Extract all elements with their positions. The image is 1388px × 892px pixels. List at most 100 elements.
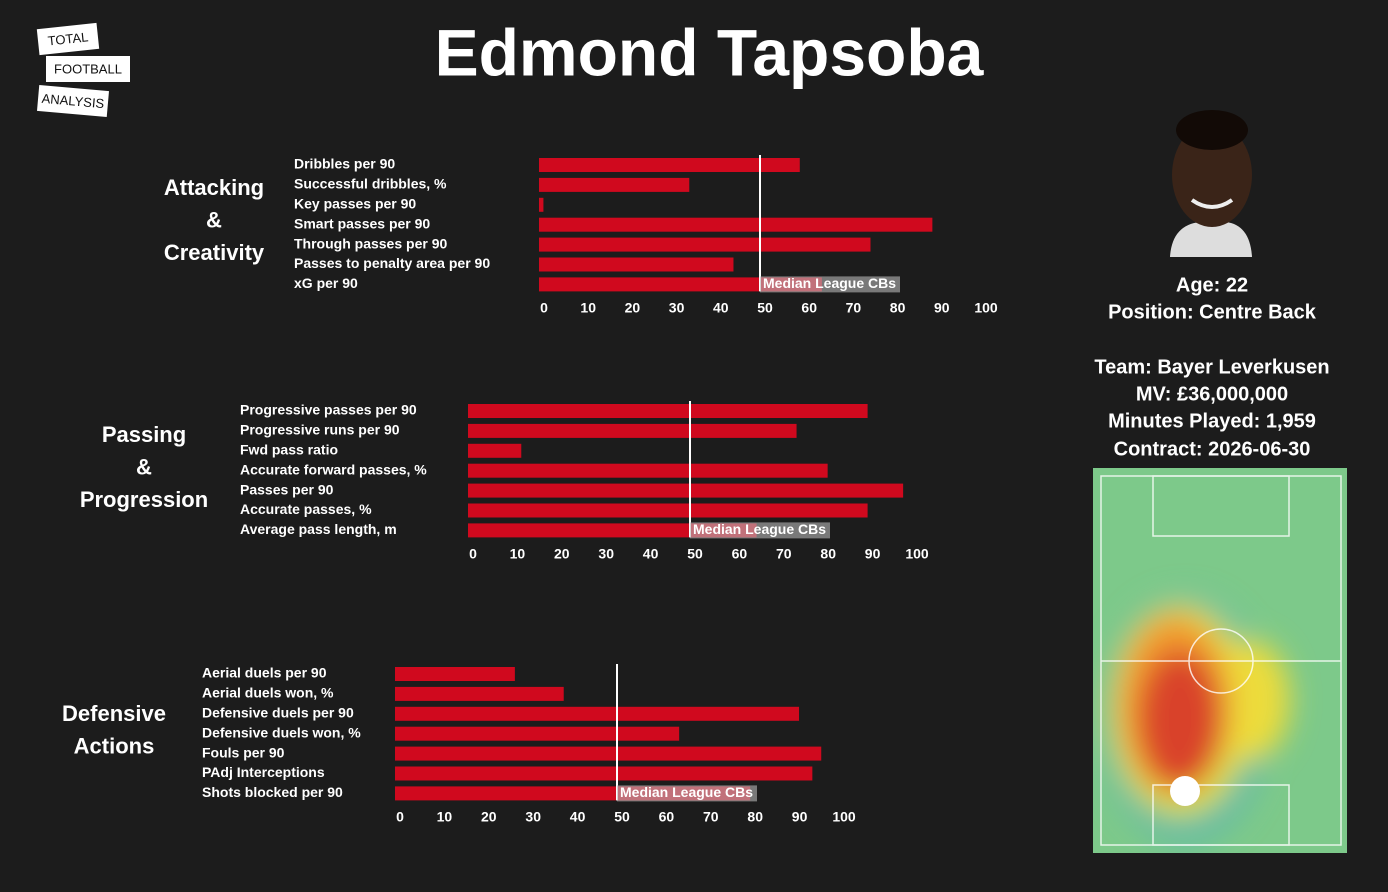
photo-shirt bbox=[1170, 222, 1252, 257]
section-title: Actions bbox=[74, 733, 155, 758]
category-label: Key passes per 90 bbox=[294, 196, 416, 212]
x-tick-label: 60 bbox=[801, 300, 817, 316]
bar bbox=[395, 746, 822, 761]
photo-smile bbox=[1190, 198, 1234, 209]
heat-blobs bbox=[1100, 595, 1290, 845]
logo-text: FOOTBALL bbox=[54, 61, 122, 76]
median-label: Median League CBs bbox=[693, 521, 826, 537]
section-title: Creativity bbox=[164, 240, 265, 265]
bar bbox=[468, 523, 757, 538]
x-tick-label: 10 bbox=[510, 546, 526, 562]
bar bbox=[468, 483, 904, 498]
x-tick-label: 20 bbox=[481, 809, 497, 825]
median-label-box bbox=[760, 276, 900, 293]
x-tick-label: 100 bbox=[832, 809, 856, 825]
median-label-box bbox=[690, 522, 830, 539]
x-tick-label: 0 bbox=[540, 300, 548, 316]
bar bbox=[395, 726, 680, 741]
median-label: Median League CBs bbox=[763, 275, 896, 291]
bar bbox=[539, 237, 871, 252]
x-tick-label: 50 bbox=[614, 809, 630, 825]
logo: TOTAL FOOTBALL ANALYSIS bbox=[36, 22, 130, 118]
x-tick-label: 70 bbox=[776, 546, 792, 562]
section-title: & bbox=[206, 207, 222, 232]
bar bbox=[395, 706, 800, 721]
bar bbox=[468, 463, 828, 478]
x-tick-label: 30 bbox=[525, 809, 541, 825]
pitch-line bbox=[1152, 784, 1290, 846]
heat-blob bbox=[1138, 650, 1222, 790]
logo-box bbox=[46, 56, 130, 82]
pitch-line bbox=[1188, 628, 1254, 694]
x-tick-label: 40 bbox=[570, 809, 586, 825]
bar bbox=[539, 217, 933, 232]
x-tick-label: 70 bbox=[703, 809, 719, 825]
player-info: Minutes Played: 1,959 bbox=[1108, 410, 1316, 432]
x-tick-label: 40 bbox=[643, 546, 659, 562]
x-tick-label: 50 bbox=[757, 300, 773, 316]
bar bbox=[395, 766, 813, 781]
bar bbox=[468, 423, 797, 438]
section-title: Attacking bbox=[164, 175, 264, 200]
x-tick-label: 20 bbox=[625, 300, 641, 316]
heat-blob bbox=[1210, 640, 1290, 760]
category-label: Average pass length, m bbox=[240, 521, 397, 537]
category-label: Passes per 90 bbox=[240, 481, 334, 497]
category-label: Defensive duels won, % bbox=[202, 724, 361, 740]
logo-box bbox=[37, 84, 109, 118]
category-label: Accurate forward passes, % bbox=[240, 461, 427, 477]
category-label: Fwd pass ratio bbox=[240, 442, 338, 458]
bar bbox=[468, 503, 868, 518]
bar bbox=[539, 158, 800, 172]
bar-chart: Passing & Progression Progressive passes pe… bbox=[80, 401, 929, 562]
x-tick-label: 100 bbox=[905, 546, 929, 562]
page-title: Edmond Tapsoba bbox=[435, 15, 985, 89]
heatmap bbox=[1093, 468, 1347, 853]
category-label: Fouls per 90 bbox=[202, 744, 285, 760]
player-info: Age: 22 bbox=[1176, 274, 1248, 296]
x-tick-label: 90 bbox=[792, 809, 808, 825]
player-marker bbox=[1170, 776, 1200, 806]
x-tick-label: 90 bbox=[934, 300, 950, 316]
x-tick-label: 60 bbox=[659, 809, 675, 825]
section-title: Defensive bbox=[62, 701, 166, 726]
bar bbox=[539, 177, 690, 192]
logo-box bbox=[36, 22, 100, 56]
bar bbox=[539, 257, 734, 272]
x-tick-label: 80 bbox=[890, 300, 906, 316]
player-photo bbox=[1160, 100, 1253, 257]
x-tick-label: 20 bbox=[554, 546, 570, 562]
category-label: Passes to penalty area per 90 bbox=[294, 255, 490, 271]
category-label: Dribbles per 90 bbox=[294, 156, 395, 172]
x-tick-label: 30 bbox=[669, 300, 685, 316]
category-label: Aerial duels won, % bbox=[202, 685, 334, 701]
x-tick-label: 100 bbox=[974, 300, 998, 316]
x-tick-label: 40 bbox=[713, 300, 729, 316]
median-label-box bbox=[617, 785, 757, 802]
x-tick-label: 50 bbox=[687, 546, 703, 562]
x-tick-label: 60 bbox=[732, 546, 748, 562]
bar bbox=[468, 443, 522, 458]
median-label: Median League CBs bbox=[620, 784, 753, 800]
x-tick-label: 0 bbox=[469, 546, 477, 562]
pitch-line bbox=[1152, 475, 1290, 537]
bar-chart: Attacking & Creativity Dribbles per 90 Succe… bbox=[164, 155, 998, 316]
category-label: Shots blocked per 90 bbox=[202, 784, 343, 800]
category-label: Progressive passes per 90 bbox=[240, 402, 417, 418]
bar bbox=[395, 686, 564, 701]
player-info: MV: £36,000,000 bbox=[1136, 383, 1288, 405]
section-title: & bbox=[136, 454, 152, 479]
logo-text: TOTAL bbox=[47, 29, 89, 48]
category-label: Smart passes per 90 bbox=[294, 215, 430, 231]
category-label: Accurate passes, % bbox=[240, 501, 372, 517]
category-label: PAdj Interceptions bbox=[202, 764, 325, 780]
photo-hair bbox=[1176, 110, 1248, 150]
x-tick-label: 10 bbox=[580, 300, 596, 316]
player-info: Contract: 2026-06-30 bbox=[1114, 438, 1311, 460]
player-info: Position: Centre Back bbox=[1108, 301, 1317, 323]
category-label: Aerial duels per 90 bbox=[202, 665, 327, 681]
x-tick-label: 80 bbox=[820, 546, 836, 562]
x-tick-label: 30 bbox=[598, 546, 614, 562]
x-tick-label: 70 bbox=[846, 300, 862, 316]
